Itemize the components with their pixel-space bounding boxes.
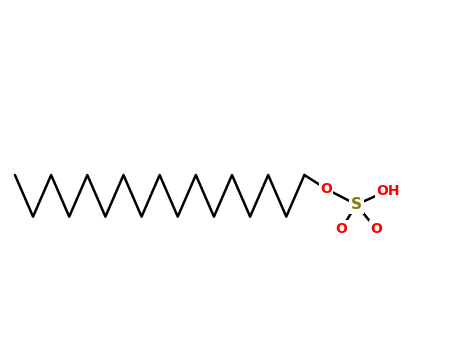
Text: O: O [335,222,348,236]
Text: O: O [370,222,382,236]
Text: S: S [351,197,362,212]
Text: O: O [320,182,332,196]
Text: OH: OH [376,184,400,198]
